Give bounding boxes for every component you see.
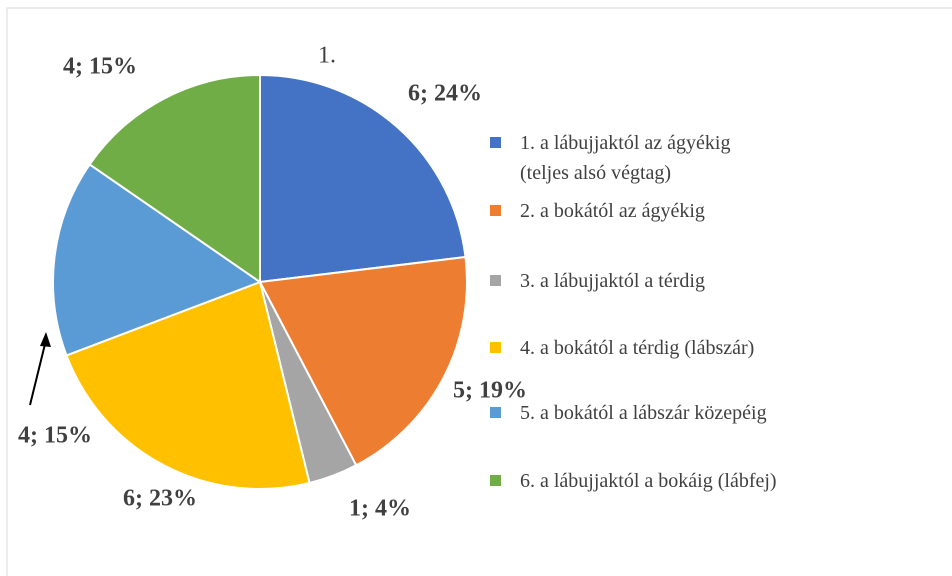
frame [6, 7, 952, 576]
arrow-head [40, 332, 51, 347]
pie-slice [259, 73, 467, 284]
legend-label: 1. a lábujjaktól az ágyékig (teljes alsó… [520, 132, 731, 184]
arrow [29, 339, 47, 406]
legend-label: 6. a lábujjaktól a bokáig (lábfej) [520, 470, 777, 492]
pie-slice [88, 73, 261, 284]
annotation: 1. [318, 43, 336, 69]
legend-swatch [490, 342, 501, 353]
legend-label: 2. a bokától az ágyékig [520, 200, 705, 222]
pie-slice [52, 163, 263, 357]
legend-swatch [490, 407, 501, 418]
data-label: 4; 15% [63, 54, 137, 80]
legend-label: 3. a lábujjaktól a térdig [520, 270, 705, 292]
data-label: 4; 15% [18, 423, 92, 449]
data-label: 5; 19% [453, 378, 527, 404]
pie-slice [65, 280, 311, 490]
legend-label: 4. a bokától a térdig (lábszár) [520, 337, 755, 359]
legend-swatch [490, 137, 501, 148]
legend-swatch [490, 275, 501, 286]
pie: 6; 24% 5; 19% 1; 4% 6; 23% 4; 15% 4; 15% [18, 54, 527, 522]
pie-slice [258, 255, 468, 467]
legend-swatch [490, 205, 501, 216]
data-label: 6; 24% [408, 81, 482, 107]
legend-swatch [490, 475, 501, 486]
data-label: 1; 4% [349, 496, 411, 522]
data-label: 6; 23% [123, 486, 197, 512]
legend-label: 5. a bokától a lábszár közepéig [520, 402, 767, 424]
